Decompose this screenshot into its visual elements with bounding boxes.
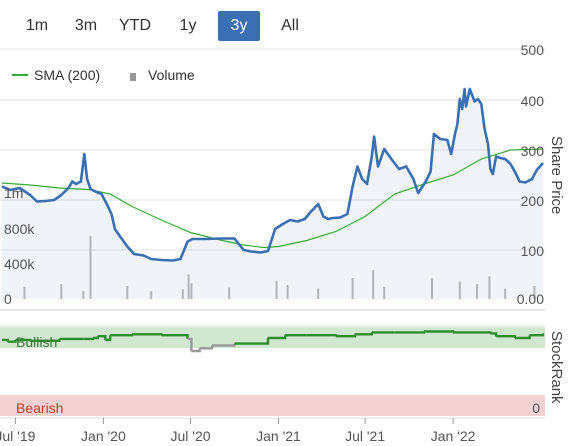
legend-sma-label: SMA (200) <box>34 67 100 83</box>
stockrank-line <box>2 330 545 353</box>
stockrank-segment <box>529 333 545 337</box>
stockrank-segment <box>105 335 112 342</box>
stockrank-segment <box>191 348 201 353</box>
volume-bar <box>476 284 478 299</box>
stockrank-segment <box>161 334 189 339</box>
x-axis-ticks: Jul '19 Jan '20 Jul '20 Jan '21 Jul '21 Jan '… <box>0 418 476 444</box>
volume-bar <box>431 278 433 299</box>
volume-bar <box>488 276 491 300</box>
range-tabs: 1m 3m YTD 1y 3y All <box>0 0 577 46</box>
x-tick-label: Jan '21 <box>256 428 301 444</box>
volume-bar <box>82 291 85 299</box>
stockrank-segment <box>256 338 270 345</box>
price-axis-title: Share Price <box>548 136 565 214</box>
volume-bar <box>275 280 278 299</box>
price-axis-ticks: 500 400 300 200 100 0.00 <box>517 42 544 307</box>
rank-axis-title: StockRank <box>548 331 565 404</box>
volume-bar <box>504 288 507 299</box>
stockrank-segment <box>110 334 134 337</box>
stockrank-segment <box>453 331 492 334</box>
volume-bar <box>458 281 461 299</box>
legend: SMA (200) Volume <box>12 67 195 83</box>
volume-bar <box>181 289 184 299</box>
x-tick-label: Jul '19 <box>0 428 36 444</box>
x-tick-label: Jul '21 <box>345 428 385 444</box>
volume-bar <box>89 236 92 299</box>
price-tick-label: 200 <box>521 193 545 209</box>
volume-bar <box>351 278 354 299</box>
range-tab-all[interactable]: All <box>281 17 299 34</box>
rank-tick-label: 0 <box>532 400 540 416</box>
x-tick-label: Jan '22 <box>431 428 476 444</box>
legend-volume-label: Volume <box>148 67 195 83</box>
x-tick-label: Jul '20 <box>170 428 210 444</box>
price-tick-label: 0.00 <box>517 291 544 307</box>
stockrank-segment <box>306 334 338 337</box>
stockrank-segment <box>83 337 95 341</box>
stockrank-segment <box>187 337 193 351</box>
volume-axis-ticks: 1m 800k 400k 0 <box>4 185 35 307</box>
volume-tick-label: 400k <box>4 256 35 272</box>
price-tick-label: 100 <box>521 243 545 259</box>
volume-bar <box>126 285 129 299</box>
range-tab-ytd[interactable]: YTD <box>119 17 151 34</box>
range-tab-3m[interactable]: 3m <box>74 17 98 34</box>
range-tab-3y[interactable]: 3y <box>218 11 260 41</box>
volume-bar <box>23 286 26 300</box>
volume-bar <box>187 274 190 299</box>
bearish-label: Bearish <box>16 400 63 416</box>
volume-bar <box>286 285 289 299</box>
legend-volume-swatch <box>130 73 136 81</box>
price-area <box>2 89 543 299</box>
grid-lines <box>0 48 545 311</box>
volume-bar <box>533 285 536 299</box>
bullish-label: Bullish <box>16 334 57 350</box>
price-line <box>1 87 544 262</box>
volume-tick-label: 1m <box>4 185 23 201</box>
price-tick-label: 400 <box>521 93 545 109</box>
volume-bar <box>190 283 193 300</box>
volume-bar <box>383 286 386 300</box>
stockrank-segment <box>423 330 455 333</box>
price-tick-label: 300 <box>521 143 545 159</box>
volume-bar <box>60 284 63 299</box>
volume-bar <box>228 287 231 299</box>
volume-bars <box>23 236 536 300</box>
range-tab-1m[interactable]: 1m <box>25 17 49 34</box>
stockrank-segment <box>97 335 107 340</box>
range-tab-1y[interactable]: 1y <box>179 17 197 34</box>
bearish-band <box>0 395 545 416</box>
x-tick-label: Jan '20 <box>81 428 126 444</box>
volume-tick-label: 800k <box>4 221 35 237</box>
volume-tick-label: 0 <box>4 291 12 307</box>
price-tick-label: 500 <box>521 42 545 58</box>
volume-bar <box>372 270 375 299</box>
stockrank-segment <box>394 331 426 334</box>
volume-bar <box>317 288 320 299</box>
stockrank-segment <box>132 333 163 336</box>
volume-bar <box>150 291 153 299</box>
